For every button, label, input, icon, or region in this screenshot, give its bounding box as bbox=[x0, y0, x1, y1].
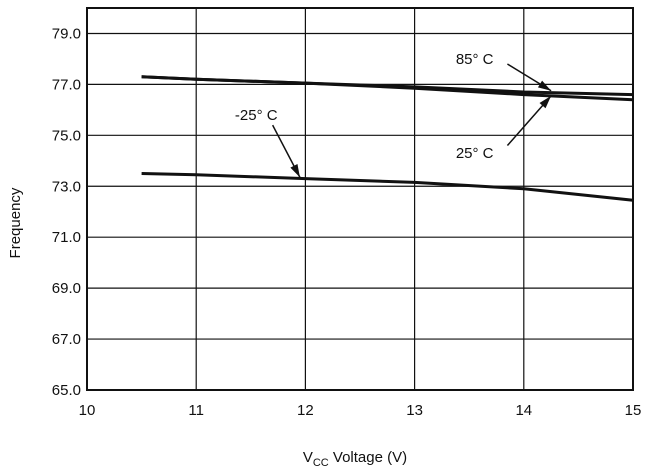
y-tick-label: 71.0 bbox=[52, 229, 81, 246]
series-line-25c bbox=[141, 172, 634, 202]
x-tick-label: 11 bbox=[188, 402, 204, 419]
x-axis-label: VCC Voltage (V) bbox=[303, 449, 407, 469]
series-lines bbox=[141, 75, 634, 202]
annotation-arrowhead bbox=[290, 163, 300, 178]
y-tick-label: 69.0 bbox=[52, 280, 81, 297]
x-tick-label: 10 bbox=[79, 402, 96, 419]
annotation-label: 85° C bbox=[456, 51, 494, 68]
x-axis-label-sub: CC bbox=[313, 457, 329, 469]
y-tick-label: 65.0 bbox=[52, 382, 81, 399]
tick-labels: 10 11 12 13 14 15 65.0 67.0 69.0 71.0 73.0 75.0 77.0… bbox=[52, 25, 642, 419]
x-tick-label: 14 bbox=[515, 402, 532, 419]
plot-frame bbox=[86, 7, 634, 391]
x-axis-label-main: V bbox=[303, 449, 313, 466]
annotations: 85° C 25° C -25° C bbox=[235, 51, 552, 178]
y-tick-label: 73.0 bbox=[52, 178, 81, 195]
annotation-label: -25° C bbox=[235, 107, 278, 124]
x-axis-label-rest: Voltage (V) bbox=[329, 449, 407, 466]
annotation-arrowhead bbox=[537, 80, 552, 91]
grid bbox=[87, 8, 633, 390]
y-tick-label: 79.0 bbox=[52, 25, 81, 42]
y-tick-label: 67.0 bbox=[52, 331, 81, 348]
series-line-25c bbox=[141, 75, 634, 102]
y-tick-label: 77.0 bbox=[52, 76, 81, 93]
x-tick-label: 13 bbox=[406, 402, 423, 419]
annotation-arrowhead bbox=[539, 95, 552, 109]
y-tick-label: 75.0 bbox=[52, 127, 81, 144]
annotation-label: 25° C bbox=[456, 145, 494, 162]
y-axis-label: Frequency bbox=[7, 187, 24, 258]
x-tick-label: 12 bbox=[297, 402, 314, 419]
x-tick-label: 15 bbox=[625, 402, 642, 419]
